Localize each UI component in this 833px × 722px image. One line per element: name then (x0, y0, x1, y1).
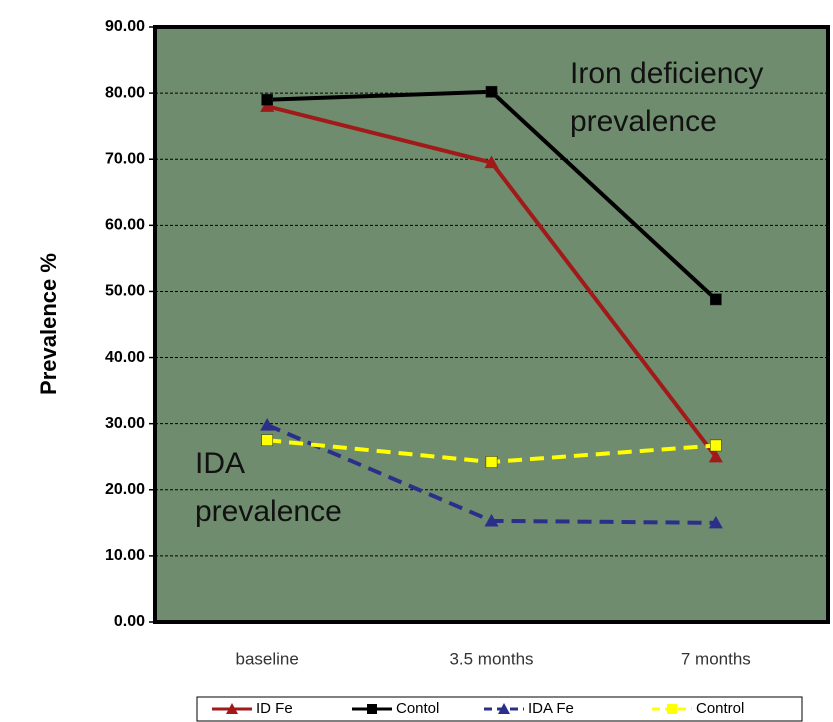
x-tick-label: 3.5 months (449, 649, 533, 668)
y-tick-label: 50.00 (105, 283, 145, 300)
marker (485, 85, 498, 98)
annotation: Iron deficiency (570, 57, 763, 90)
y-tick-label: 20.00 (105, 481, 145, 498)
legend-label: Contol (396, 700, 439, 717)
legend-marker (226, 703, 238, 714)
legend-marker (367, 704, 377, 714)
plot-area (155, 27, 828, 622)
marker (708, 449, 723, 463)
legend-marker (667, 704, 677, 714)
y-tick-label: 80.00 (105, 84, 145, 101)
x-tick-label: 7 months (681, 649, 751, 668)
y-axis-label: Prevalence % (36, 253, 61, 395)
y-tick-label: 90.00 (105, 18, 145, 35)
annotation: prevalence (570, 105, 717, 138)
y-tick-label: 30.00 (105, 415, 145, 432)
legend-label: Control (696, 700, 744, 717)
marker (709, 439, 722, 452)
annotation: prevalence (195, 495, 342, 528)
y-tick-label: 0.00 (114, 613, 145, 630)
marker (485, 456, 498, 468)
legend-label: IDA Fe (528, 700, 574, 717)
legend-label: ID Fe (256, 700, 293, 717)
legend-marker (498, 703, 510, 714)
marker (260, 99, 275, 112)
y-tick-label: 70.00 (105, 150, 145, 167)
marker (708, 515, 723, 529)
marker (261, 434, 274, 447)
marker (260, 417, 275, 431)
marker (709, 293, 722, 306)
marker (484, 155, 499, 169)
annotation: IDA (195, 447, 245, 480)
y-tick-label: 40.00 (105, 349, 145, 366)
marker (261, 93, 274, 106)
x-tick-label: baseline (236, 649, 299, 668)
y-tick-label: 60.00 (105, 217, 145, 234)
plot-border (153, 25, 830, 624)
y-tick-label: 10.00 (105, 547, 145, 564)
marker (484, 513, 499, 527)
